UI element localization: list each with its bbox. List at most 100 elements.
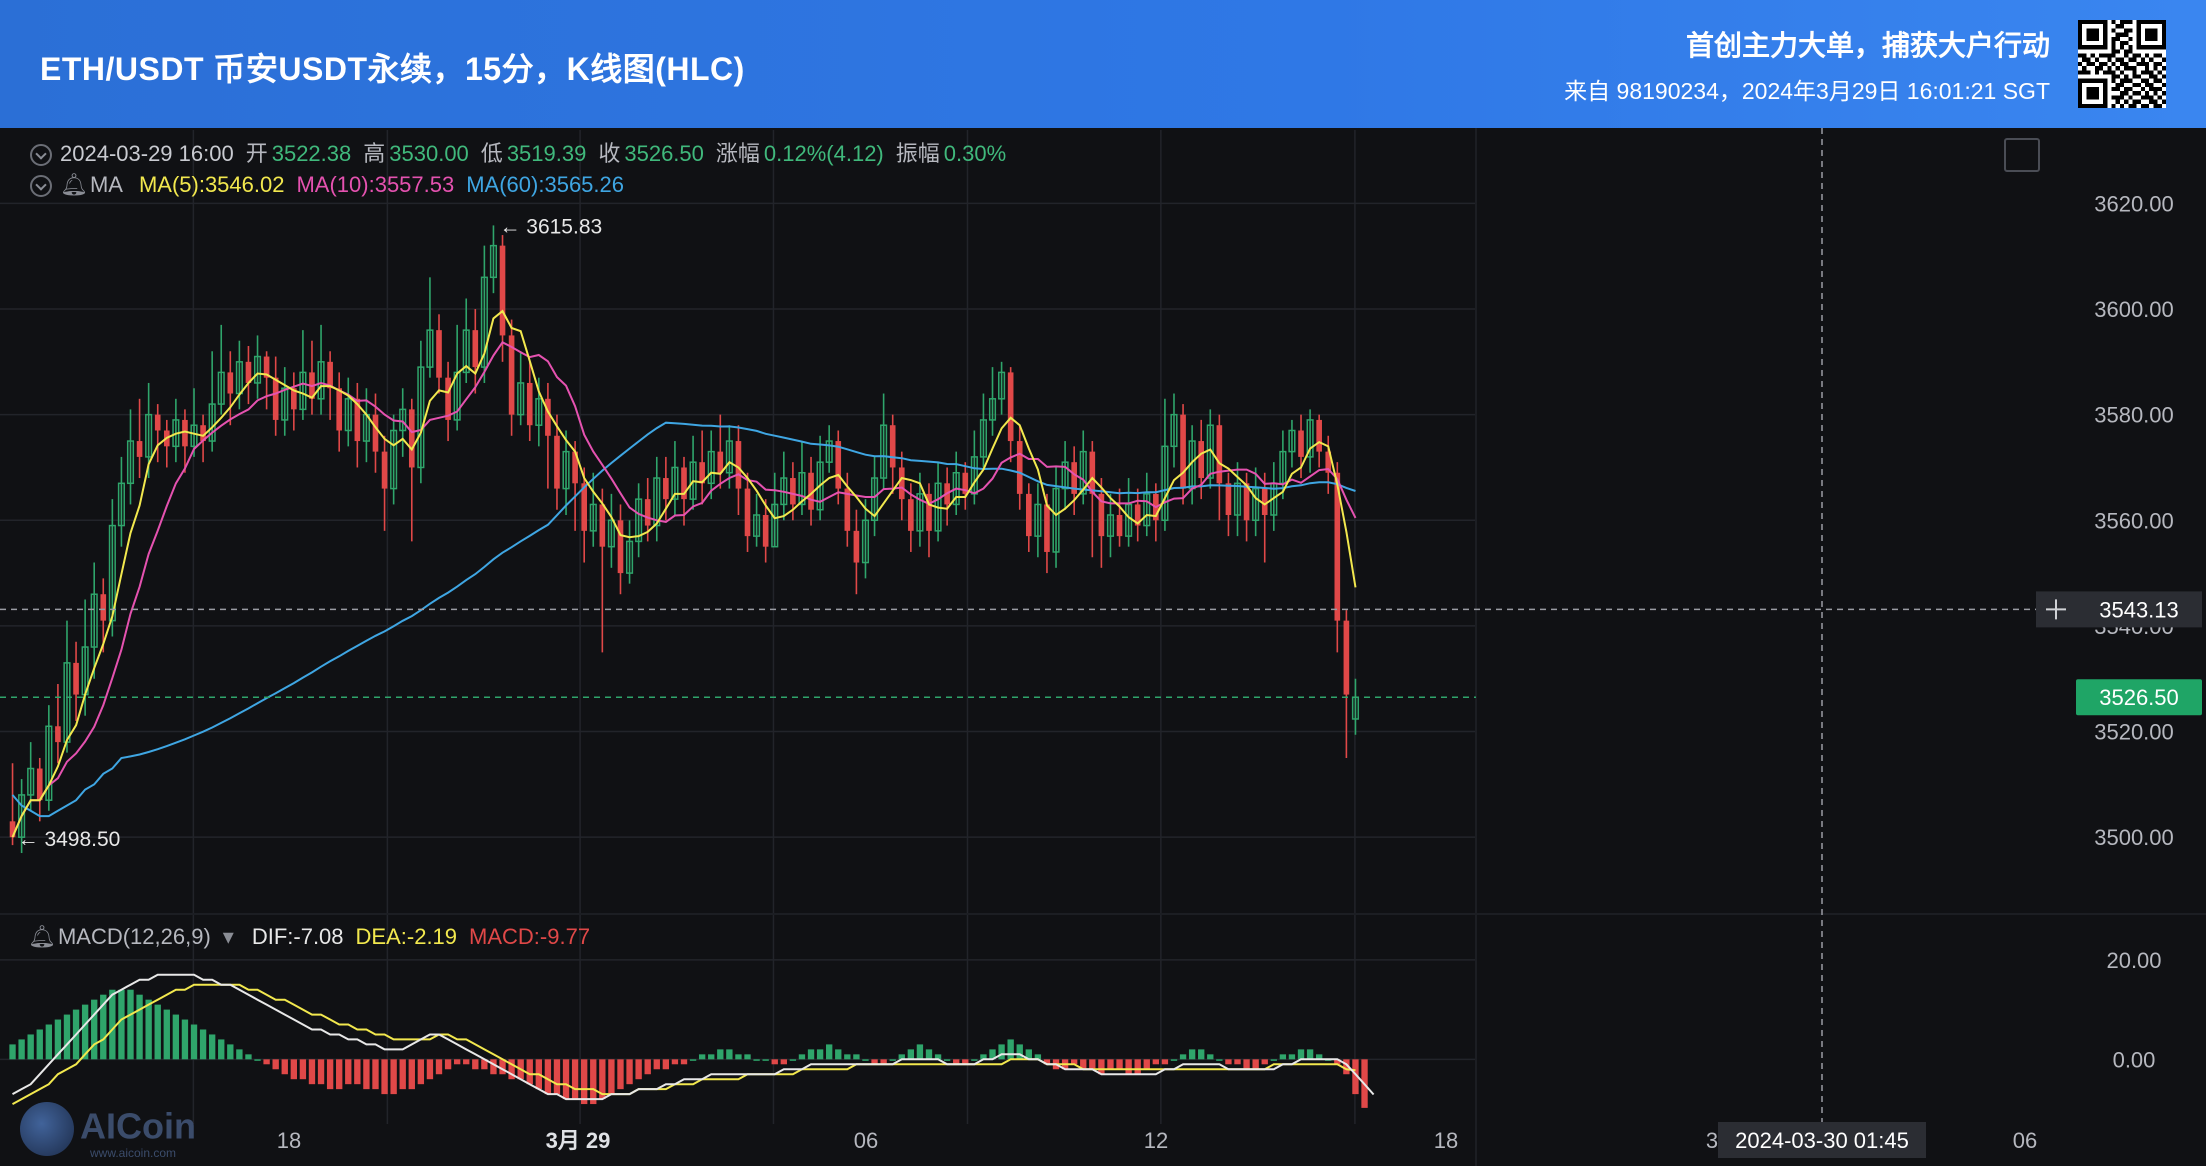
macd-bar bbox=[762, 1059, 769, 1061]
macd-bar bbox=[190, 1024, 198, 1060]
macd-bar bbox=[889, 1059, 896, 1061]
candle-body bbox=[1025, 493, 1032, 537]
macd-bar bbox=[490, 1059, 497, 1075]
candle-body bbox=[1007, 372, 1014, 442]
macd-value: MACD:-9.77 bbox=[469, 924, 591, 949]
candle-body bbox=[190, 424, 198, 448]
candle-body bbox=[572, 451, 578, 484]
slogan-text: 首创主力大单，捕获大户行动 bbox=[1685, 30, 2050, 61]
macd-bar bbox=[898, 1054, 905, 1060]
macd-bar bbox=[1207, 1054, 1214, 1060]
change-value: 0.12%(4.12) bbox=[763, 141, 884, 166]
low-value: 3519.39 bbox=[506, 141, 587, 166]
macd-bar bbox=[962, 1059, 969, 1065]
macd-bar bbox=[916, 1044, 924, 1060]
candle-body bbox=[45, 725, 53, 801]
candle-body bbox=[1233, 482, 1242, 516]
fullscreen-icon[interactable] bbox=[2004, 138, 2040, 172]
macd-bar bbox=[626, 1059, 633, 1085]
macd-bar bbox=[1343, 1059, 1350, 1075]
candle-body bbox=[408, 409, 415, 468]
macd-bar bbox=[1116, 1059, 1123, 1070]
candle-body bbox=[1180, 414, 1186, 489]
candle-body bbox=[1225, 483, 1232, 515]
candle-body bbox=[1106, 514, 1115, 537]
macd-bar bbox=[236, 1049, 243, 1060]
bell-icon[interactable]: 🔔︎ bbox=[28, 924, 56, 949]
candle-body bbox=[861, 519, 870, 564]
macd-bar bbox=[363, 1059, 370, 1090]
ma-info-bar: 🔔︎MA MA(5):3546.02 MA(10):3557.53 MA(60):35… bbox=[30, 172, 624, 198]
macd-bar bbox=[1143, 1059, 1150, 1070]
macd-bar bbox=[608, 1059, 615, 1095]
macd-bar bbox=[54, 1019, 62, 1060]
macd-bar bbox=[698, 1054, 706, 1060]
candle-body bbox=[816, 461, 824, 511]
candle-body bbox=[445, 377, 451, 420]
candle-body bbox=[18, 794, 26, 838]
candle-body bbox=[1306, 419, 1314, 458]
macd-bar bbox=[127, 989, 134, 1060]
candle-body bbox=[299, 371, 307, 411]
macd-bar bbox=[816, 1049, 824, 1060]
candle-body bbox=[263, 356, 270, 378]
candle-body bbox=[508, 335, 515, 415]
candle-body bbox=[1071, 462, 1077, 494]
macd-bar bbox=[1243, 1059, 1250, 1070]
candle-body bbox=[962, 472, 969, 494]
candle-body bbox=[671, 466, 679, 500]
macd-bar bbox=[1216, 1059, 1223, 1061]
macd-bar bbox=[63, 1014, 71, 1060]
collapse-chevron-icon[interactable] bbox=[30, 144, 52, 167]
macd-bar bbox=[1306, 1049, 1314, 1060]
candle-body bbox=[154, 414, 161, 431]
x-tick-label: 06 bbox=[2013, 1128, 2037, 1153]
candle-body bbox=[499, 245, 506, 336]
macd-bar bbox=[308, 1059, 316, 1085]
macd-bar bbox=[717, 1049, 724, 1060]
candle-body bbox=[625, 540, 634, 574]
macd-bar bbox=[27, 1034, 34, 1060]
macd-bar bbox=[1016, 1044, 1023, 1060]
collapse-chevron-icon[interactable] bbox=[30, 175, 52, 198]
ma10-line bbox=[11, 341, 1357, 838]
candle-body bbox=[545, 398, 551, 436]
macd-bar bbox=[835, 1049, 842, 1060]
candle-body bbox=[644, 499, 651, 526]
macd-bar bbox=[1170, 1059, 1178, 1061]
close-value: 3526.50 bbox=[624, 141, 704, 166]
candle-body bbox=[462, 329, 470, 374]
candle-body bbox=[436, 330, 442, 378]
candle-body bbox=[762, 515, 769, 547]
macd-bar bbox=[1288, 1054, 1296, 1060]
macd-bar bbox=[399, 1059, 406, 1090]
aicoin-logo: AICoin www.aicoin.com bbox=[20, 1102, 196, 1160]
x-tick-label: 3 bbox=[1706, 1128, 1718, 1153]
candle-body bbox=[1061, 461, 1069, 490]
candle-body bbox=[735, 441, 742, 489]
macd-bar bbox=[617, 1059, 624, 1090]
macd-bar bbox=[726, 1049, 733, 1060]
candle-body bbox=[9, 821, 16, 838]
bell-icon[interactable]: 🔔︎ bbox=[60, 172, 88, 197]
candle-body bbox=[1079, 450, 1087, 495]
dropdown-caret-icon[interactable]: ▾ bbox=[222, 924, 234, 949]
ma60-value: MA(60):3565.26 bbox=[466, 172, 624, 197]
macd-bar bbox=[444, 1059, 452, 1070]
macd-y-tick-label: 20.00 bbox=[2106, 948, 2161, 973]
macd-bar bbox=[218, 1039, 225, 1060]
macd-bar bbox=[1198, 1049, 1205, 1060]
candle-body bbox=[998, 371, 1006, 400]
y-tick-label: 3580.00 bbox=[2094, 403, 2174, 428]
candle-body bbox=[100, 594, 107, 621]
macd-bar bbox=[1025, 1049, 1032, 1060]
candle-body bbox=[808, 472, 814, 510]
chart-area[interactable]: 18 3月 29 06 12 18 3 06 3620.00 3600.00 3580.00 356… bbox=[0, 128, 2206, 1166]
candle-body bbox=[744, 488, 751, 537]
y-tick-label: 3620.00 bbox=[2094, 191, 2174, 216]
macd-y-tick-label: 0.00 bbox=[2113, 1047, 2156, 1072]
macd-bar bbox=[662, 1059, 670, 1070]
candle-body bbox=[1325, 451, 1332, 473]
macd-bar bbox=[18, 1039, 25, 1060]
x-tick-label: 18 bbox=[1434, 1128, 1458, 1153]
